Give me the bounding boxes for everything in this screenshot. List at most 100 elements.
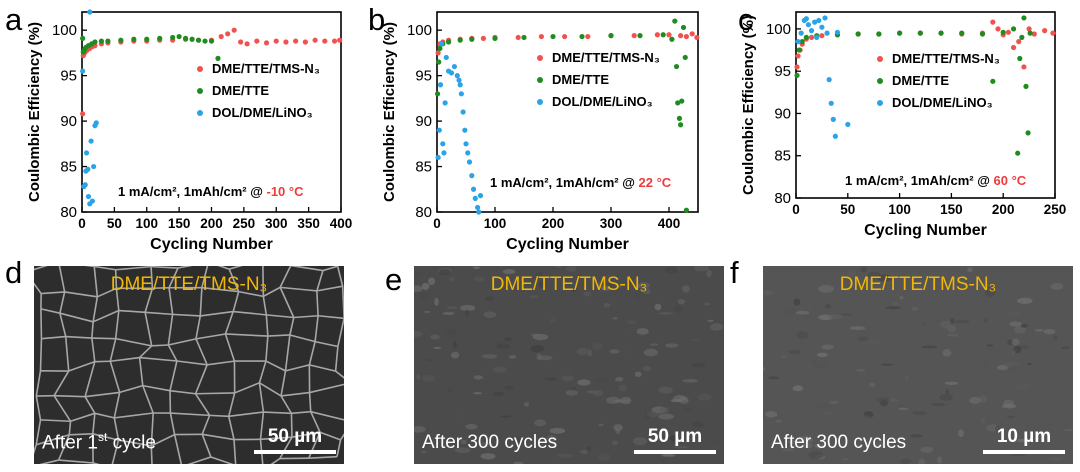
grain-boundary	[284, 334, 291, 371]
grain-boundary	[210, 456, 234, 464]
grain-boundary	[290, 266, 324, 272]
surface-feature	[1053, 335, 1058, 341]
data-point	[451, 63, 457, 70]
x-tick-label: 100	[135, 216, 158, 231]
grain-boundary	[285, 364, 310, 372]
x-tick-label: 150	[940, 202, 963, 217]
panel-letter-e: e	[385, 262, 403, 297]
grain-boundary	[266, 314, 294, 319]
grain-boundary	[280, 286, 317, 292]
surface-feature	[788, 350, 802, 354]
data-point	[799, 38, 805, 45]
grain-boundary	[139, 345, 153, 359]
grain-boundary	[168, 338, 197, 346]
grain-boundary	[92, 296, 99, 322]
grain-boundary	[262, 266, 265, 297]
data-point	[480, 35, 486, 41]
surface-feature	[829, 400, 839, 404]
x-tick-label: 200	[200, 216, 223, 231]
condition-annotation: 1 mA/cm², 1mAh/cm² @ -10 °C	[118, 184, 304, 199]
surface-feature	[583, 291, 592, 297]
scale-bar-f-line	[983, 450, 1065, 454]
grain-boundary	[115, 288, 120, 311]
surface-feature	[485, 296, 494, 301]
surface-feature	[682, 285, 690, 293]
surface-feature	[576, 347, 589, 356]
grain-boundary	[41, 291, 65, 295]
data-point	[637, 33, 643, 39]
grain-boundary	[280, 395, 293, 414]
grain-boundary	[150, 445, 153, 464]
data-point	[819, 24, 825, 30]
data-point	[218, 33, 224, 40]
surface-feature	[1027, 362, 1033, 366]
surface-feature	[620, 396, 632, 405]
surface-feature	[920, 321, 926, 326]
data-point	[435, 154, 441, 161]
grain-boundary	[195, 392, 235, 395]
surface-feature	[473, 392, 483, 395]
grain-boundary	[341, 286, 344, 319]
data-point	[812, 19, 818, 25]
x-tick-label: 300	[600, 216, 623, 231]
surface-feature	[958, 429, 964, 438]
surface-feature	[500, 415, 512, 418]
data-point	[834, 29, 841, 35]
sem-label-d: DME/TTE/TMS-N₃	[110, 274, 268, 295]
surface-feature	[665, 343, 679, 348]
grain-boundary	[144, 312, 153, 347]
data-point	[442, 100, 448, 106]
surface-feature	[496, 343, 510, 350]
surface-feature	[954, 320, 970, 324]
grain-boundary	[172, 313, 201, 317]
data-point	[794, 64, 800, 70]
data-point	[118, 37, 124, 43]
surface-feature	[606, 396, 621, 404]
data-point	[435, 50, 441, 56]
data-point	[454, 73, 460, 79]
data-point	[959, 30, 965, 36]
surface-feature	[658, 413, 674, 420]
y-tick-label: 100	[52, 22, 77, 39]
data-point	[979, 31, 986, 37]
series-DOL/DME/LiNO₃	[795, 15, 851, 139]
grain-boundary	[94, 412, 115, 419]
grain-boundary	[169, 412, 176, 435]
surface-feature	[534, 419, 547, 427]
surface-feature	[450, 351, 460, 359]
x-axis-label: Cycling Number	[864, 222, 987, 239]
data-point	[660, 32, 666, 38]
data-point	[312, 37, 318, 43]
grain-boundary	[228, 268, 240, 292]
surface-feature	[453, 413, 462, 420]
grain-boundary	[270, 457, 281, 464]
surface-feature	[654, 303, 662, 311]
grain-boundary	[145, 311, 173, 316]
surface-feature	[709, 439, 720, 443]
surface-feature	[609, 349, 620, 354]
grain-boundary	[291, 431, 321, 438]
surface-feature	[481, 354, 498, 359]
surface-feature	[632, 437, 648, 446]
legend-label: DME/TTE/TMS-N₃	[212, 61, 320, 76]
data-point	[83, 150, 90, 156]
surface-feature	[939, 393, 953, 401]
y-tick-label: 85	[774, 148, 791, 165]
data-point	[1005, 29, 1011, 35]
data-point	[897, 30, 903, 36]
surface-feature	[931, 402, 946, 407]
grain-boundary	[262, 296, 268, 316]
grain-boundary	[322, 266, 338, 272]
grain-boundary	[199, 287, 203, 317]
grain-boundary	[187, 456, 212, 464]
surface-feature	[473, 266, 481, 269]
grain-boundary	[118, 309, 146, 314]
surface-feature	[433, 346, 442, 349]
grain-boundary	[259, 411, 265, 440]
grain-boundary	[64, 336, 70, 372]
grain-boundary	[316, 290, 319, 316]
surface-feature	[969, 396, 981, 404]
sem-texture-e	[414, 266, 724, 464]
surface-feature	[980, 417, 986, 424]
condition-text: 1 mA/cm², 1mAh/cm² @	[118, 184, 267, 199]
